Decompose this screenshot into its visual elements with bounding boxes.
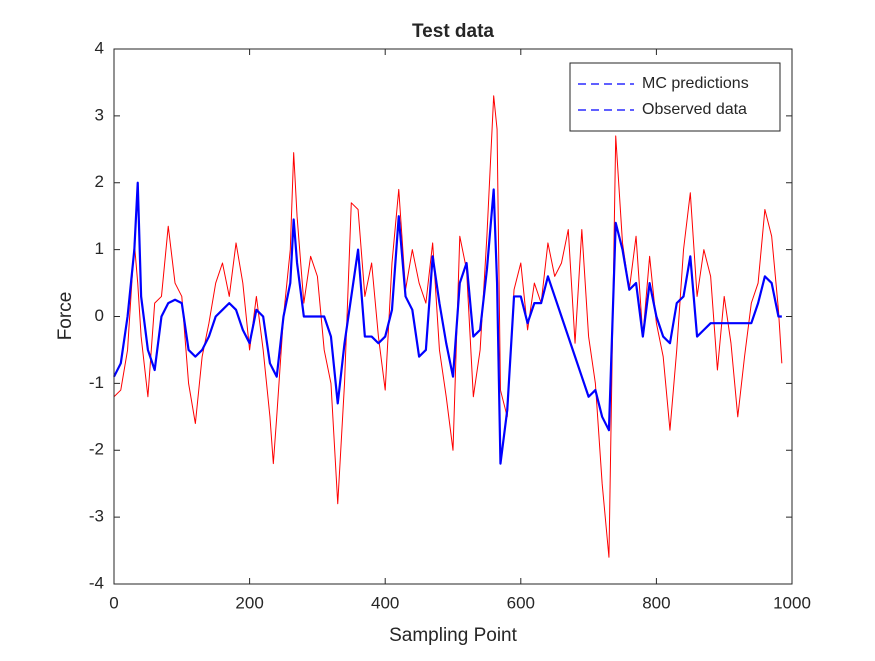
data-line: [113, 95, 783, 558]
y-tick-label: 2: [95, 172, 104, 191]
x-tick-label: 1000: [773, 593, 811, 612]
x-tick-label: 0: [109, 593, 118, 612]
x-axis-label: Sampling Point: [389, 625, 518, 646]
y-tick-label: 0: [95, 306, 104, 325]
y-tick-label: 4: [95, 38, 104, 57]
y-tick-label: -4: [89, 573, 104, 592]
y-axis-label: Force: [55, 292, 76, 341]
y-tick-label: -1: [89, 373, 104, 392]
y-tick-label: -2: [89, 440, 104, 459]
legend-label: Observed data: [642, 101, 747, 118]
y-tick-label: -3: [89, 507, 104, 526]
data-line: [113, 181, 782, 465]
x-tick-label: 400: [371, 593, 399, 612]
legend-box: [569, 62, 781, 132]
x-tick-label: 800: [642, 593, 670, 612]
chart-title: Test data: [412, 21, 494, 42]
legend: MC predictions Observed data: [569, 62, 781, 132]
y-tick-label: 3: [95, 105, 104, 124]
x-tick-label: 200: [235, 593, 263, 612]
axes-box: [113, 48, 793, 585]
x-tick-label: 600: [507, 593, 535, 612]
legend-label: MC predictions: [642, 75, 749, 92]
y-tick-label: 1: [95, 239, 104, 258]
